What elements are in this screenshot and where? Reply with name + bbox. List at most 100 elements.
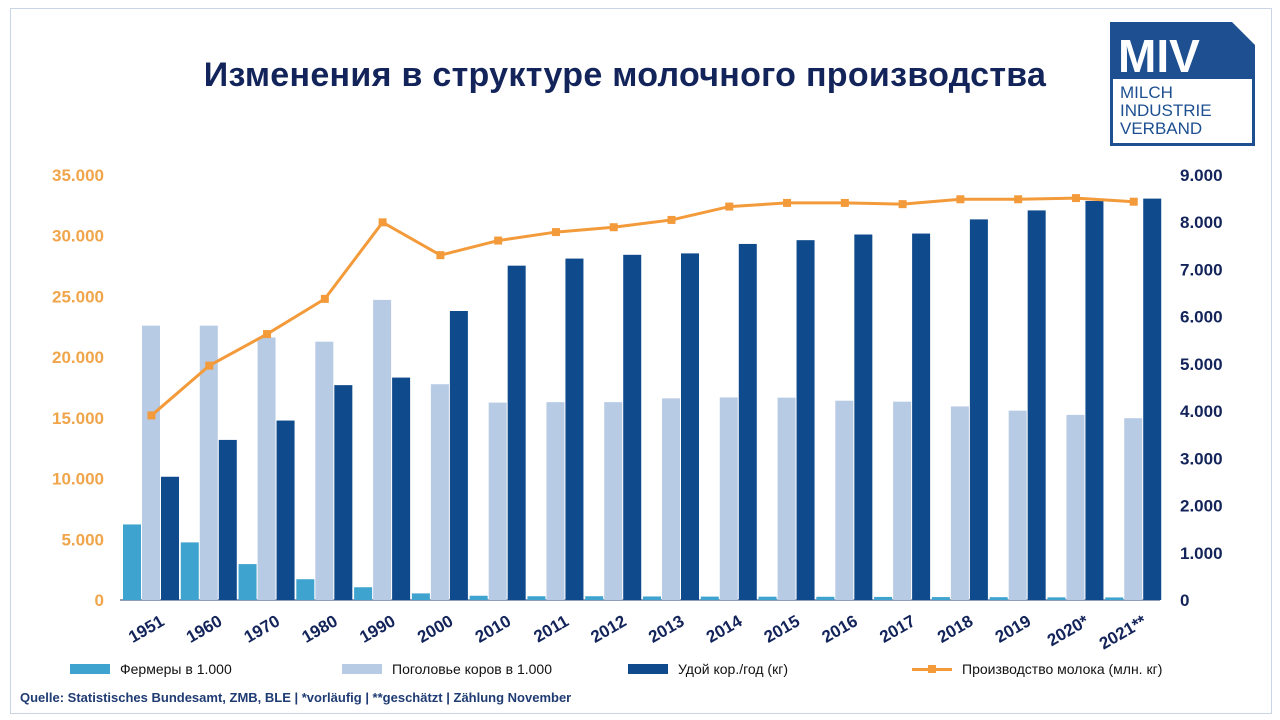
x-tick-label: 2017 xyxy=(876,611,918,646)
x-tick-label: 1990 xyxy=(356,611,398,646)
bar-cows xyxy=(199,325,218,600)
x-tick-label: 2011 xyxy=(530,611,571,646)
logo-line2: INDUSTRIE xyxy=(1120,101,1212,120)
bar-farmers xyxy=(527,596,546,600)
bar-farmers xyxy=(1047,597,1066,600)
x-tick-label: 2014 xyxy=(703,611,746,647)
x-tick-label: 2021** xyxy=(1096,611,1150,653)
bar-farmers xyxy=(643,596,661,600)
milk-point xyxy=(551,228,560,237)
left-tick-label: 25.000 xyxy=(52,287,104,306)
x-tick-label: 2020* xyxy=(1044,611,1092,650)
milk-point xyxy=(667,215,676,224)
legend-milk: Производство молока (млн. кг) xyxy=(912,660,1162,678)
bar-cows xyxy=(1124,418,1143,600)
legend-label-yield: Удой кор./год (кг) xyxy=(678,661,788,677)
bar-farmers xyxy=(989,597,1008,600)
milk-line-series xyxy=(147,194,1138,420)
left-axis: 0 5.000 10.000 15.000 20.000 25.000 30.000 35.0… xyxy=(52,166,104,610)
bar-yield xyxy=(912,233,931,601)
bar-yield xyxy=(565,258,584,600)
bar-cows xyxy=(142,325,160,600)
bar-yield xyxy=(161,476,179,600)
logo-line1: MILCH xyxy=(1120,83,1173,102)
bar-farmers xyxy=(931,597,950,600)
x-tick-label: 2000 xyxy=(414,611,456,646)
milk-point xyxy=(725,202,734,211)
bar-yield xyxy=(681,253,699,600)
milk-point xyxy=(956,195,965,204)
left-tick-label: 20.000 xyxy=(52,348,104,367)
milk-point xyxy=(1071,194,1080,203)
right-axis: 0 1.000 2.000 3.000 4.000 5.000 6.000 7.000 8.00… xyxy=(1180,166,1223,610)
bar-farmers xyxy=(238,564,257,600)
right-tick-label: 0 xyxy=(1180,591,1189,610)
bar-cows xyxy=(315,341,334,600)
bar-cows xyxy=(373,299,392,600)
bar-cows xyxy=(257,337,276,600)
right-tick-label: 4.000 xyxy=(1180,402,1223,421)
legend-yield: Удой кор./год (кг) xyxy=(628,660,788,678)
bar-yield xyxy=(392,377,411,600)
right-tick-label: 3.000 xyxy=(1180,449,1223,468)
bar-cows xyxy=(430,384,449,600)
bar-yield xyxy=(449,311,468,600)
x-tick-label: 2018 xyxy=(934,611,976,646)
right-tick-label: 6.000 xyxy=(1180,308,1223,327)
milk-line xyxy=(150,196,1134,417)
milk-point xyxy=(494,236,503,245)
milk-point xyxy=(1129,197,1138,206)
bar-cows xyxy=(662,398,680,600)
bar-cows xyxy=(488,402,507,600)
bar-farmers xyxy=(700,596,719,600)
bar-cows xyxy=(777,397,796,600)
milk-point xyxy=(320,294,329,303)
bar-cows xyxy=(1066,414,1085,600)
bar-yield xyxy=(854,234,873,600)
logo-text-big: MIV xyxy=(1118,30,1200,82)
legend-label-farmers: Фермеры в 1.000 xyxy=(120,661,232,677)
bar-farmers xyxy=(1105,597,1124,600)
bar-farmers xyxy=(585,596,604,600)
milk-point xyxy=(378,218,387,227)
milk-point xyxy=(840,198,849,207)
source-note: Quelle: Statistisches Bundesamt, ZMB, BL… xyxy=(20,690,572,705)
right-tick-label: 8.000 xyxy=(1180,213,1223,232)
bar-farmers xyxy=(816,596,835,600)
bar-yield xyxy=(1027,210,1046,600)
right-tick-label: 9.000 xyxy=(1180,166,1223,185)
bar-cows xyxy=(893,401,912,600)
legend-cows: Поголовье коров в 1.000 xyxy=(342,660,552,678)
milk-point xyxy=(205,361,214,370)
bar-farmers xyxy=(354,587,373,600)
x-tick-label: 1980 xyxy=(299,611,341,646)
milk-point xyxy=(1014,195,1023,204)
legend-swatch-yield xyxy=(628,664,668,674)
right-tick-label: 2.000 xyxy=(1180,497,1223,516)
x-tick-label: 2015 xyxy=(761,611,803,646)
x-axis-labels: 1951 1960 1970 1980 1990 2000 2010 2011 2012 2013… xyxy=(125,611,1150,653)
milk-point xyxy=(783,198,792,207)
bar-cows xyxy=(835,400,854,600)
right-tick-label: 1.000 xyxy=(1180,544,1223,563)
bar-yield xyxy=(218,439,237,600)
bar-cows xyxy=(546,402,565,600)
bar-yield xyxy=(1143,198,1162,600)
page-title: Изменения в структуре молочного производ… xyxy=(203,56,1047,94)
left-tick-label: 5.000 xyxy=(61,530,104,549)
x-tick-label: 2016 xyxy=(819,611,861,646)
miv-logo: MIV MILCH INDUSTRIE VERBAND xyxy=(1110,22,1255,146)
x-tick-label: 2019 xyxy=(992,611,1034,646)
left-tick-label: 15.000 xyxy=(52,409,104,428)
left-tick-label: 0 xyxy=(95,591,104,610)
x-tick-label: 1960 xyxy=(183,611,225,646)
right-tick-label: 5.000 xyxy=(1180,355,1223,374)
bar-yield xyxy=(796,240,815,600)
bar-yield xyxy=(738,243,757,600)
bar-series xyxy=(120,198,1162,601)
bar-cows xyxy=(719,397,738,600)
milk-point xyxy=(609,223,618,232)
legend-swatch-cows xyxy=(342,664,382,674)
bar-farmers xyxy=(180,542,199,600)
